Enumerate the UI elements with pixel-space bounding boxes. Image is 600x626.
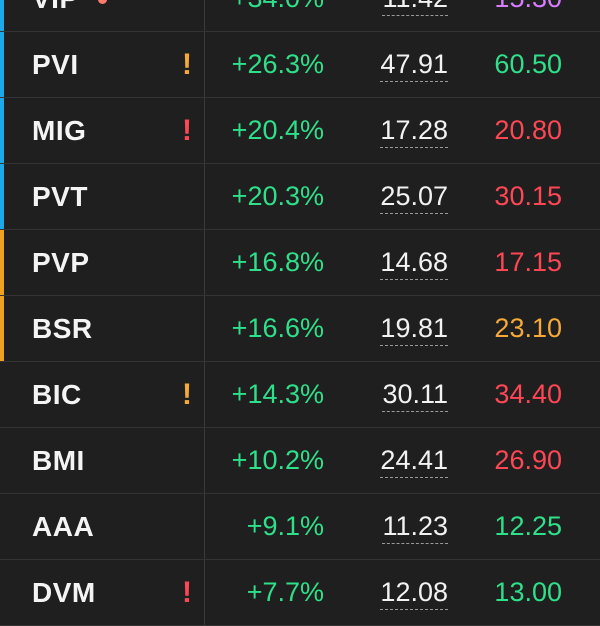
percent-change: +34.0%: [232, 0, 324, 31]
table-row[interactable]: BMI +10.2% 24.41 26.90: [0, 428, 600, 494]
ticker-symbol: MIG: [32, 115, 87, 146]
reference-price-value: 24.41: [380, 445, 448, 478]
table-row[interactable]: VIP +34.0% 11.42 15.30: [0, 0, 600, 32]
ticker-symbol: PVP: [32, 247, 90, 278]
reference-price-value: 12.08: [380, 577, 448, 610]
column-divider: [204, 560, 205, 625]
table-row[interactable]: BSR +16.6% 19.81 23.10: [0, 296, 600, 362]
reference-price[interactable]: 19.81: [380, 296, 448, 361]
table-row[interactable]: MIG! +20.4% 17.28 20.80: [0, 98, 600, 164]
row-indicator-stripe: [0, 362, 4, 427]
ticker-symbol: BIC: [32, 379, 82, 410]
ticker-symbol: DVM: [32, 577, 96, 608]
row-indicator-stripe: [0, 98, 4, 163]
percent-change: +26.3%: [231, 49, 324, 79]
reference-price[interactable]: 47.91: [380, 32, 448, 97]
reference-price-value: 30.11: [382, 379, 448, 412]
target-price: 30.15: [494, 181, 562, 211]
reference-price[interactable]: 11.23: [382, 494, 448, 559]
target-price: 60.50: [494, 49, 562, 79]
target-price: 26.90: [494, 445, 562, 475]
ticker-symbol: PVI: [32, 49, 79, 80]
target-price: 20.80: [494, 115, 562, 145]
target-price: 34.40: [494, 379, 562, 409]
ticker-symbol: BMI: [32, 445, 85, 476]
column-divider: [204, 296, 205, 361]
column-divider: [204, 230, 205, 295]
column-divider: [204, 32, 205, 97]
warning-icon: !: [182, 114, 192, 147]
table-row[interactable]: DVM! +7.7% 12.08 13.00: [0, 560, 600, 626]
row-indicator-stripe: [0, 428, 4, 493]
row-indicator-stripe: [0, 0, 4, 31]
row-indicator-stripe: [0, 164, 4, 229]
reference-price[interactable]: 24.41: [380, 428, 448, 493]
ticker-symbol: BSR: [32, 313, 93, 344]
reference-price-value: 11.42: [382, 0, 448, 16]
table-row[interactable]: PVT +20.3% 25.07 30.15: [0, 164, 600, 230]
reference-price-value: 25.07: [380, 181, 448, 214]
reference-price-value: 19.81: [380, 313, 448, 346]
ticker-symbol: VIP: [32, 0, 79, 31]
percent-change: +7.7%: [246, 577, 324, 607]
column-divider: [204, 164, 205, 229]
table-row[interactable]: AAA +9.1% 11.23 12.25: [0, 494, 600, 560]
column-divider: [204, 362, 205, 427]
reference-price[interactable]: 17.28: [380, 98, 448, 163]
reference-price-value: 47.91: [380, 49, 448, 82]
percent-change: +20.4%: [231, 115, 324, 145]
warning-icon: !: [182, 576, 192, 609]
target-price: 17.15: [494, 247, 562, 277]
target-price: 15.30: [494, 0, 562, 31]
status-dot-icon: [98, 0, 107, 4]
reference-price[interactable]: 14.68: [380, 230, 448, 295]
column-divider: [204, 494, 205, 559]
reference-price[interactable]: 12.08: [380, 560, 448, 625]
ticker-symbol: PVT: [32, 181, 88, 212]
percent-change: +20.3%: [231, 181, 324, 211]
target-price: 12.25: [494, 511, 562, 541]
reference-price-value: 14.68: [380, 247, 448, 280]
percent-change: +14.3%: [231, 379, 324, 409]
warning-icon: !: [182, 378, 192, 411]
column-divider: [204, 428, 205, 493]
reference-price-value: 17.28: [380, 115, 448, 148]
percent-change: +9.1%: [246, 511, 324, 541]
column-divider: [204, 98, 205, 163]
reference-price-value: 11.23: [382, 511, 448, 544]
row-indicator-stripe: [0, 230, 4, 295]
row-indicator-stripe: [0, 296, 4, 361]
reference-price[interactable]: 11.42: [382, 0, 448, 31]
percent-change: +16.8%: [231, 247, 324, 277]
warning-icon: !: [182, 48, 192, 81]
table-row[interactable]: PVI! +26.3% 47.91 60.50: [0, 32, 600, 98]
percent-change: +16.6%: [231, 313, 324, 343]
reference-price[interactable]: 30.11: [382, 362, 448, 427]
table-row[interactable]: BIC! +14.3% 30.11 34.40: [0, 362, 600, 428]
ticker-symbol: AAA: [32, 511, 95, 542]
row-indicator-stripe: [0, 560, 4, 625]
table-row[interactable]: PVP +16.8% 14.68 17.15: [0, 230, 600, 296]
reference-price[interactable]: 25.07: [380, 164, 448, 229]
row-indicator-stripe: [0, 32, 4, 97]
percent-change: +10.2%: [231, 445, 324, 475]
row-indicator-stripe: [0, 494, 4, 559]
column-divider: [204, 0, 205, 31]
target-price: 23.10: [494, 313, 562, 343]
target-price: 13.00: [494, 577, 562, 607]
